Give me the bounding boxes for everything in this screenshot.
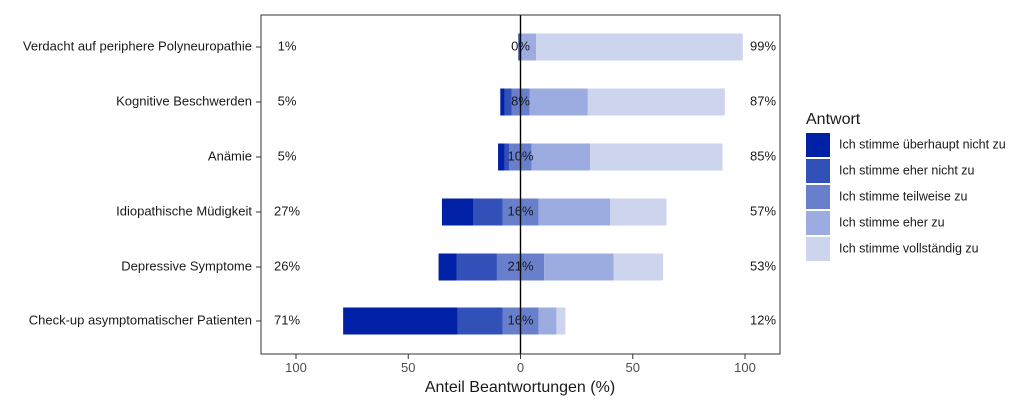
percent-labels: 1% 0% 99% 5% 8% 87% 5% 10% 85% 27% 16% 57% 26% 21% 53%… bbox=[274, 38, 776, 327]
x-tick-label: 100 bbox=[285, 360, 307, 375]
bar-segment bbox=[520, 253, 545, 281]
bar-segment bbox=[457, 307, 503, 335]
left-percent-label: 26% bbox=[274, 258, 300, 273]
right-percent-label: 87% bbox=[750, 93, 776, 108]
category-label: Check-up asymptomatischer Patienten bbox=[29, 312, 252, 327]
bar-segment bbox=[520, 143, 532, 171]
right-percent-label: 12% bbox=[750, 312, 776, 327]
bar-segment bbox=[556, 307, 566, 335]
center-percent-label: 16% bbox=[507, 312, 533, 327]
bar-segment bbox=[538, 198, 611, 226]
category-label: Anämie bbox=[208, 148, 252, 163]
bar-segment bbox=[520, 198, 539, 226]
right-percent-label: 53% bbox=[750, 258, 776, 273]
bar-segment bbox=[498, 143, 505, 171]
bar-segment bbox=[473, 198, 503, 226]
bar-segment bbox=[520, 33, 537, 61]
right-percent-label: 99% bbox=[750, 38, 776, 53]
center-percent-label: 16% bbox=[507, 203, 533, 218]
legend-key bbox=[806, 211, 830, 235]
legend-label: Ich stimme eher zu bbox=[839, 215, 945, 229]
bar-segment bbox=[544, 253, 614, 281]
legend-label: Ich stimme teilweise zu bbox=[839, 189, 968, 203]
category-label: Idiopathische Müdigkeit bbox=[116, 203, 252, 218]
bar-segment bbox=[504, 88, 512, 116]
bar-segment bbox=[496, 253, 521, 281]
x-axis-title: Anteil Beantwortungen (%) bbox=[425, 379, 615, 396]
bar-segment bbox=[520, 88, 530, 116]
category-labels: Verdacht auf periphere Polyneuropathie Ko… bbox=[23, 38, 261, 327]
bars-layer bbox=[343, 33, 743, 335]
x-tick-label: 50 bbox=[626, 360, 640, 375]
bar-segment bbox=[587, 88, 725, 116]
left-percent-label: 5% bbox=[278, 148, 297, 163]
x-axis-ticks: 100 50 0 50 100 bbox=[285, 354, 756, 375]
x-tick-label: 100 bbox=[734, 360, 756, 375]
bar-segment bbox=[518, 33, 521, 61]
left-percent-label: 1% bbox=[278, 38, 297, 53]
category-label: Depressive Symptome bbox=[121, 258, 252, 273]
bar-segment bbox=[613, 253, 664, 281]
bar-segment bbox=[504, 143, 510, 171]
bar-segment bbox=[509, 143, 521, 171]
center-percent-label: 10% bbox=[507, 148, 533, 163]
legend-key bbox=[806, 237, 830, 261]
bar-segment bbox=[536, 33, 743, 61]
bar-segment bbox=[538, 307, 557, 335]
legend: Antwort Ich stimme überhaupt nicht zu Ich… bbox=[806, 111, 1006, 261]
bar-segment bbox=[438, 253, 457, 281]
x-tick-label: 0 bbox=[517, 360, 524, 375]
legend-key bbox=[806, 133, 830, 157]
left-percent-label: 27% bbox=[274, 203, 300, 218]
bar-segment bbox=[529, 88, 588, 116]
bar-segment bbox=[531, 143, 591, 171]
category-label: Kognitive Beschwerden bbox=[116, 93, 252, 108]
bar-segment bbox=[500, 88, 505, 116]
legend-label: Ich stimme überhaupt nicht zu bbox=[839, 137, 1006, 151]
left-percent-label: 71% bbox=[274, 312, 300, 327]
legend-title: Antwort bbox=[806, 111, 861, 128]
right-percent-label: 57% bbox=[750, 203, 776, 218]
legend-label: Ich stimme eher nicht zu bbox=[839, 163, 975, 177]
bar-segment bbox=[502, 198, 521, 226]
bar-segment bbox=[456, 253, 497, 281]
bar-segment bbox=[502, 307, 521, 335]
bar-segment bbox=[441, 198, 474, 226]
category-label: Verdacht auf periphere Polyneuropathie bbox=[23, 38, 252, 53]
bar-segment bbox=[520, 307, 539, 335]
center-percent-label: 21% bbox=[507, 258, 533, 273]
left-percent-label: 5% bbox=[278, 93, 297, 108]
legend-key bbox=[806, 185, 830, 209]
bar-segment bbox=[511, 88, 521, 116]
bar-segment bbox=[590, 143, 723, 171]
center-percent-label: 0% bbox=[511, 38, 530, 53]
legend-key bbox=[806, 159, 830, 183]
center-percent-label: 8% bbox=[511, 93, 530, 108]
bar-segment bbox=[610, 198, 667, 226]
bar-segment bbox=[343, 307, 458, 335]
x-tick-label: 50 bbox=[401, 360, 415, 375]
legend-label: Ich stimme vollständig zu bbox=[839, 241, 979, 255]
right-percent-label: 85% bbox=[750, 148, 776, 163]
